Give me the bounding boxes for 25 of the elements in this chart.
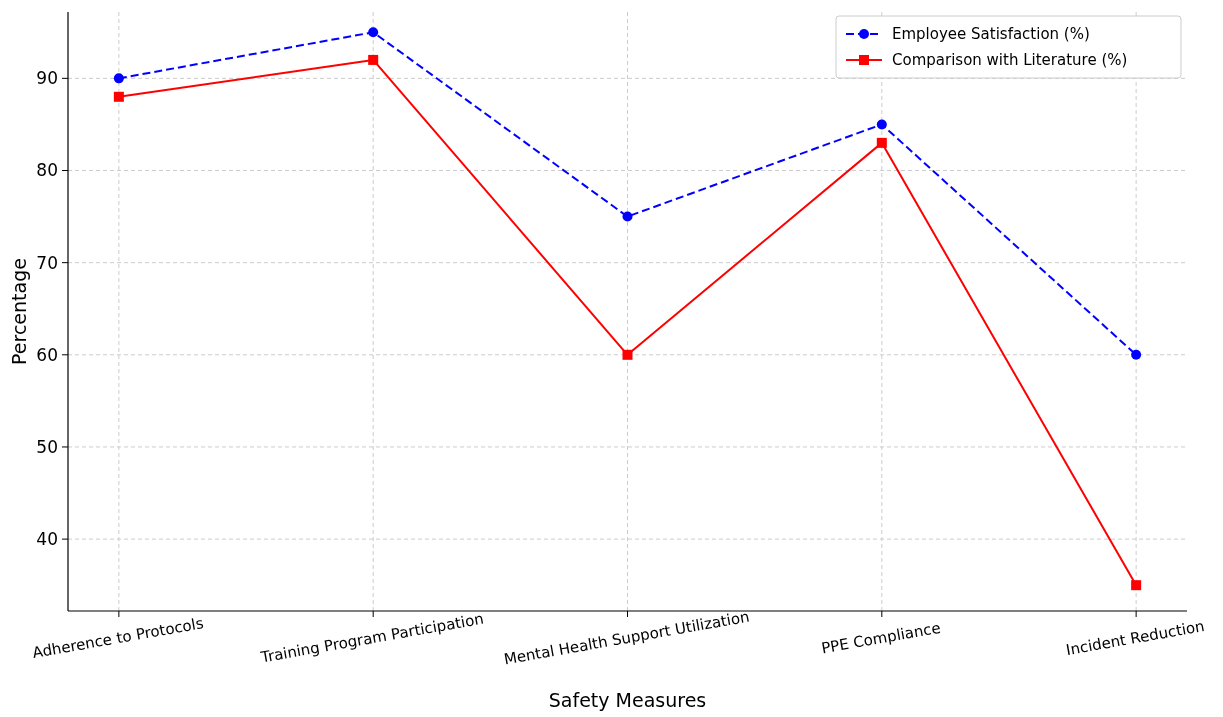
point — [368, 27, 379, 38]
y-tick-label: 40 — [36, 529, 58, 550]
y-tick-label: 70 — [36, 252, 58, 273]
point — [876, 137, 887, 148]
y-tick-label: 80 — [36, 160, 58, 181]
point — [876, 119, 887, 130]
point — [1131, 580, 1142, 591]
point — [368, 54, 379, 65]
y-tick-label: 50 — [36, 436, 58, 457]
x-tick-label: Mental Health Support Utilization — [502, 607, 751, 669]
y-tick-label: 60 — [36, 344, 58, 365]
x-axis-title: Safety Measures — [548, 689, 707, 711]
point — [1131, 349, 1142, 360]
x-tick-label: Incident Reduction — [1064, 617, 1206, 660]
x-tick-label: Training Program Participation — [258, 609, 485, 667]
point — [622, 211, 633, 222]
y-tick-label: 90 — [36, 68, 58, 89]
point — [113, 73, 124, 84]
y-axis-title: Percentage — [8, 258, 30, 365]
legend-label: Employee Satisfaction (%) — [892, 25, 1090, 44]
x-tick-label: Adherence to Protocols — [31, 614, 205, 662]
x-tick-label: PPE Compliance — [819, 618, 942, 658]
legend-label: Comparison with Literature (%) — [892, 51, 1128, 70]
point — [622, 349, 633, 360]
point — [113, 91, 124, 102]
